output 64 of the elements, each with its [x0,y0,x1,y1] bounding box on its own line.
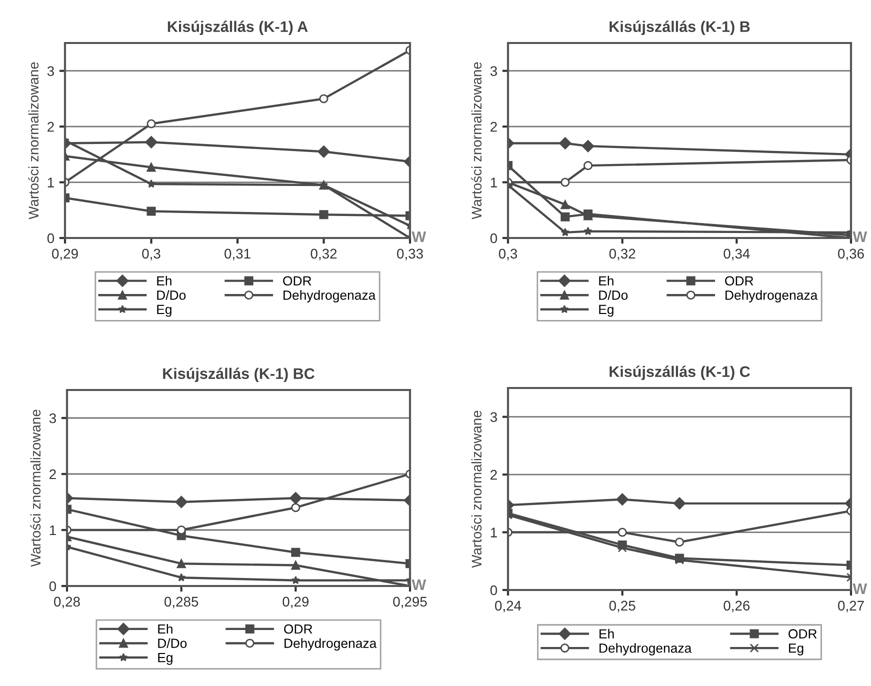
x-axis-title: W [412,579,426,590]
y-axis-title: Wartości znormalizowane [471,62,482,220]
chart-title: Kisújszállás (K-1) BC [163,368,314,382]
legend-label: D/Do [599,290,628,300]
x-tick-label: 0,26 [724,600,750,612]
legend-label: Dehydrogenaza [726,290,818,302]
legend-label: Eg [158,653,172,665]
x-tick-label: 0,34 [724,248,750,260]
legend-label: ODR [284,624,312,634]
chart-title: Kisújszállás (K-1) A [168,20,308,36]
y-tick-label: 2 [490,122,497,132]
y-tick-label: 1 [50,525,56,536]
legend-label: Eg [157,304,172,317]
x-tick-label: 0,33 [397,248,423,260]
chart-title: Kisújszállás (K-1) B [610,20,750,36]
chart-title: Kisújszállás (K-1) C [610,366,750,380]
legend-label: Eh [158,624,172,634]
y-axis-title: Wartości znormalizowane [28,62,39,220]
y-tick-label: 1 [490,178,497,188]
y-tick-label: 2 [50,469,56,480]
y-tick-label: 0 [47,233,54,244]
y-tick-label: 0 [490,233,498,244]
legend-label: ODR [788,629,817,639]
x-tick-label: 0,3 [498,248,518,260]
x-tick-label: 0,24 [495,600,522,612]
x-tick-label: 0,36 [838,248,864,260]
y-tick-label: 0 [49,581,56,592]
x-tick-label: 0,295 [393,596,427,608]
legend-label: ODR [725,276,754,286]
legend-label: D/Do [158,638,187,648]
legend-label: Dehydrogenaza [284,638,377,651]
legend-label: Eh [157,276,172,286]
legend-label: Eh [599,276,614,286]
legend-label: D/Do [157,290,186,300]
y-tick-label: 2 [48,122,54,132]
y-tick-label: 3 [47,66,54,76]
legend-label: Eh [600,628,614,638]
x-tick-label: 0,3 [142,248,160,260]
y-tick-label: 3 [490,412,497,422]
y-tick-label: 0 [490,585,498,596]
y-tick-label: 3 [490,66,497,76]
legend-label: Eg [789,644,804,656]
x-tick-label: 0,32 [310,248,337,260]
x-tick-label: 0,28 [54,596,80,608]
x-tick-label: 0,31 [224,248,250,260]
legend-label: ODR [283,276,312,286]
legend-label: Dehydrogenaza [284,290,376,302]
x-tick-label: 0,25 [609,600,636,612]
y-tick-label: 1 [490,528,497,538]
y-axis-title: Wartości znormalizowane [471,410,482,568]
legend-label: Eg [599,304,614,317]
y-axis-title: Wartości znormalizowane [30,410,41,567]
x-tick-label: 0,32 [609,248,636,260]
y-tick-label: 1 [48,178,54,188]
legend-label: Dehydrogenaza [600,643,692,656]
x-axis-title: W [852,231,868,242]
x-axis-title: W [412,231,426,242]
y-tick-label: 3 [49,413,56,424]
x-axis-title: W [852,583,868,594]
x-tick-label: 0,285 [164,596,198,608]
x-tick-label: 0,27 [838,600,864,612]
x-tick-label: 0,29 [282,596,309,608]
x-tick-label: 0,29 [52,248,78,260]
y-tick-label: 2 [490,470,497,480]
